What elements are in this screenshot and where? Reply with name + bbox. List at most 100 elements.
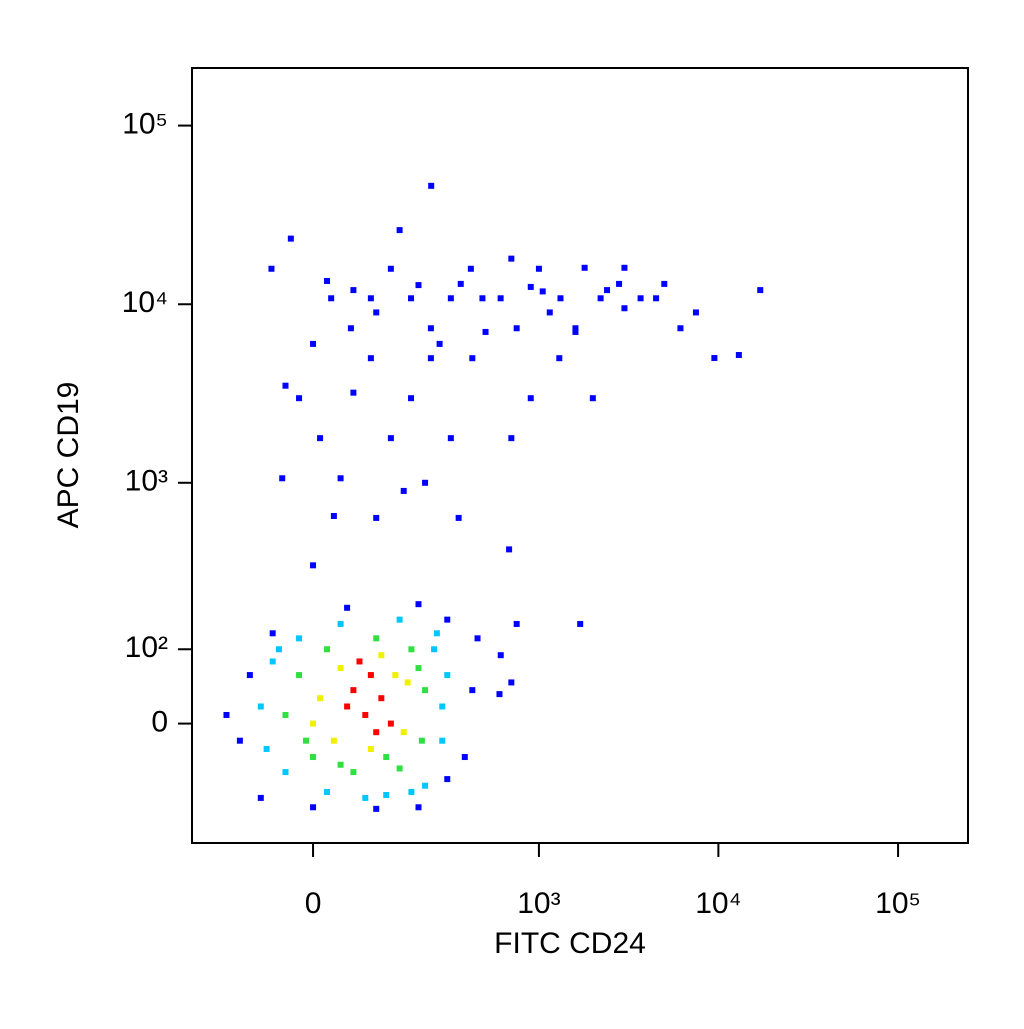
data-point [350, 687, 357, 694]
data-point [422, 479, 429, 486]
data-point [373, 514, 380, 521]
data-point [556, 355, 563, 362]
data-point [621, 305, 628, 312]
data-point [367, 295, 374, 302]
data-point [479, 295, 486, 302]
data-point [482, 328, 489, 335]
data-point [310, 340, 317, 347]
data-point [263, 745, 270, 752]
data-point [527, 395, 534, 402]
data-point [444, 616, 451, 623]
data-point [461, 754, 468, 761]
data-point [367, 745, 374, 752]
data-point [597, 295, 604, 302]
data-point [296, 395, 303, 402]
data-point [527, 283, 534, 290]
data-point [392, 672, 399, 679]
data-point [275, 646, 282, 653]
y-axis-label: APC CD19 [52, 382, 85, 529]
data-point [757, 287, 764, 294]
data-point [310, 720, 317, 727]
data-point [711, 355, 718, 362]
data-point [447, 435, 454, 442]
data-point [439, 703, 446, 710]
data-point [506, 546, 513, 553]
x-tick-label: 10³ [517, 887, 560, 920]
data-point [439, 737, 446, 744]
data-point [367, 672, 374, 679]
data-point [469, 355, 476, 362]
data-point [223, 711, 230, 718]
data-point [396, 227, 403, 234]
data-point [508, 435, 515, 442]
data-point [433, 630, 440, 637]
data-point [474, 635, 481, 642]
data-point [604, 287, 611, 294]
data-point [444, 672, 451, 679]
data-point [387, 720, 394, 727]
data-point [387, 435, 394, 442]
data-point [637, 295, 644, 302]
y-tick-label: 10⁵ [122, 107, 168, 140]
y-tick-label: 10² [125, 631, 168, 664]
data-point [444, 776, 451, 783]
data-point [344, 703, 351, 710]
data-point [337, 620, 344, 627]
data-point [415, 665, 422, 672]
data-point [589, 395, 596, 402]
x-axis-label: FITC CD24 [494, 927, 646, 960]
data-point [383, 754, 390, 761]
data-point [373, 729, 380, 736]
data-point [303, 737, 310, 744]
data-point [661, 280, 668, 287]
data-point [455, 514, 462, 521]
x-tick-label: 0 [305, 887, 322, 920]
data-point [350, 769, 357, 776]
data-point [396, 765, 403, 772]
x-tick-label: 10⁵ [875, 887, 921, 920]
data-point [621, 264, 628, 271]
data-point [347, 325, 354, 332]
data-point [324, 788, 331, 795]
data-point [373, 635, 380, 642]
data-point [546, 309, 553, 316]
plot-frame [191, 67, 969, 844]
data-point [269, 658, 276, 665]
data-point [287, 235, 294, 242]
data-point [513, 325, 520, 332]
data-point [415, 804, 422, 811]
data-point [408, 646, 415, 653]
data-point [427, 325, 434, 332]
data-point [383, 791, 390, 798]
data-point [350, 287, 357, 294]
data-point [356, 658, 363, 665]
y-tick-label: 10⁴ [122, 286, 168, 319]
data-point [653, 295, 660, 302]
data-point [337, 761, 344, 768]
data-point [422, 782, 429, 789]
data-point [581, 264, 588, 271]
data-point [467, 265, 474, 272]
data-point [324, 646, 331, 653]
data-point [418, 737, 425, 744]
data-point [246, 672, 253, 679]
data-point [508, 679, 515, 686]
data-point [350, 389, 357, 396]
data-point [415, 601, 422, 608]
data-point [535, 265, 542, 272]
data-point [373, 309, 380, 316]
data-point [282, 711, 289, 718]
data-point [447, 295, 454, 302]
y-tick-label: 0 [151, 706, 168, 739]
data-point [508, 255, 515, 262]
data-point [539, 288, 546, 295]
data-point [497, 295, 504, 302]
data-point [436, 340, 443, 347]
x-tick-label: 10⁴ [695, 887, 741, 920]
data-point [367, 355, 374, 362]
data-point [337, 665, 344, 672]
data-point [310, 754, 317, 761]
data-point [362, 794, 369, 801]
data-point [282, 769, 289, 776]
data-point [317, 435, 324, 442]
